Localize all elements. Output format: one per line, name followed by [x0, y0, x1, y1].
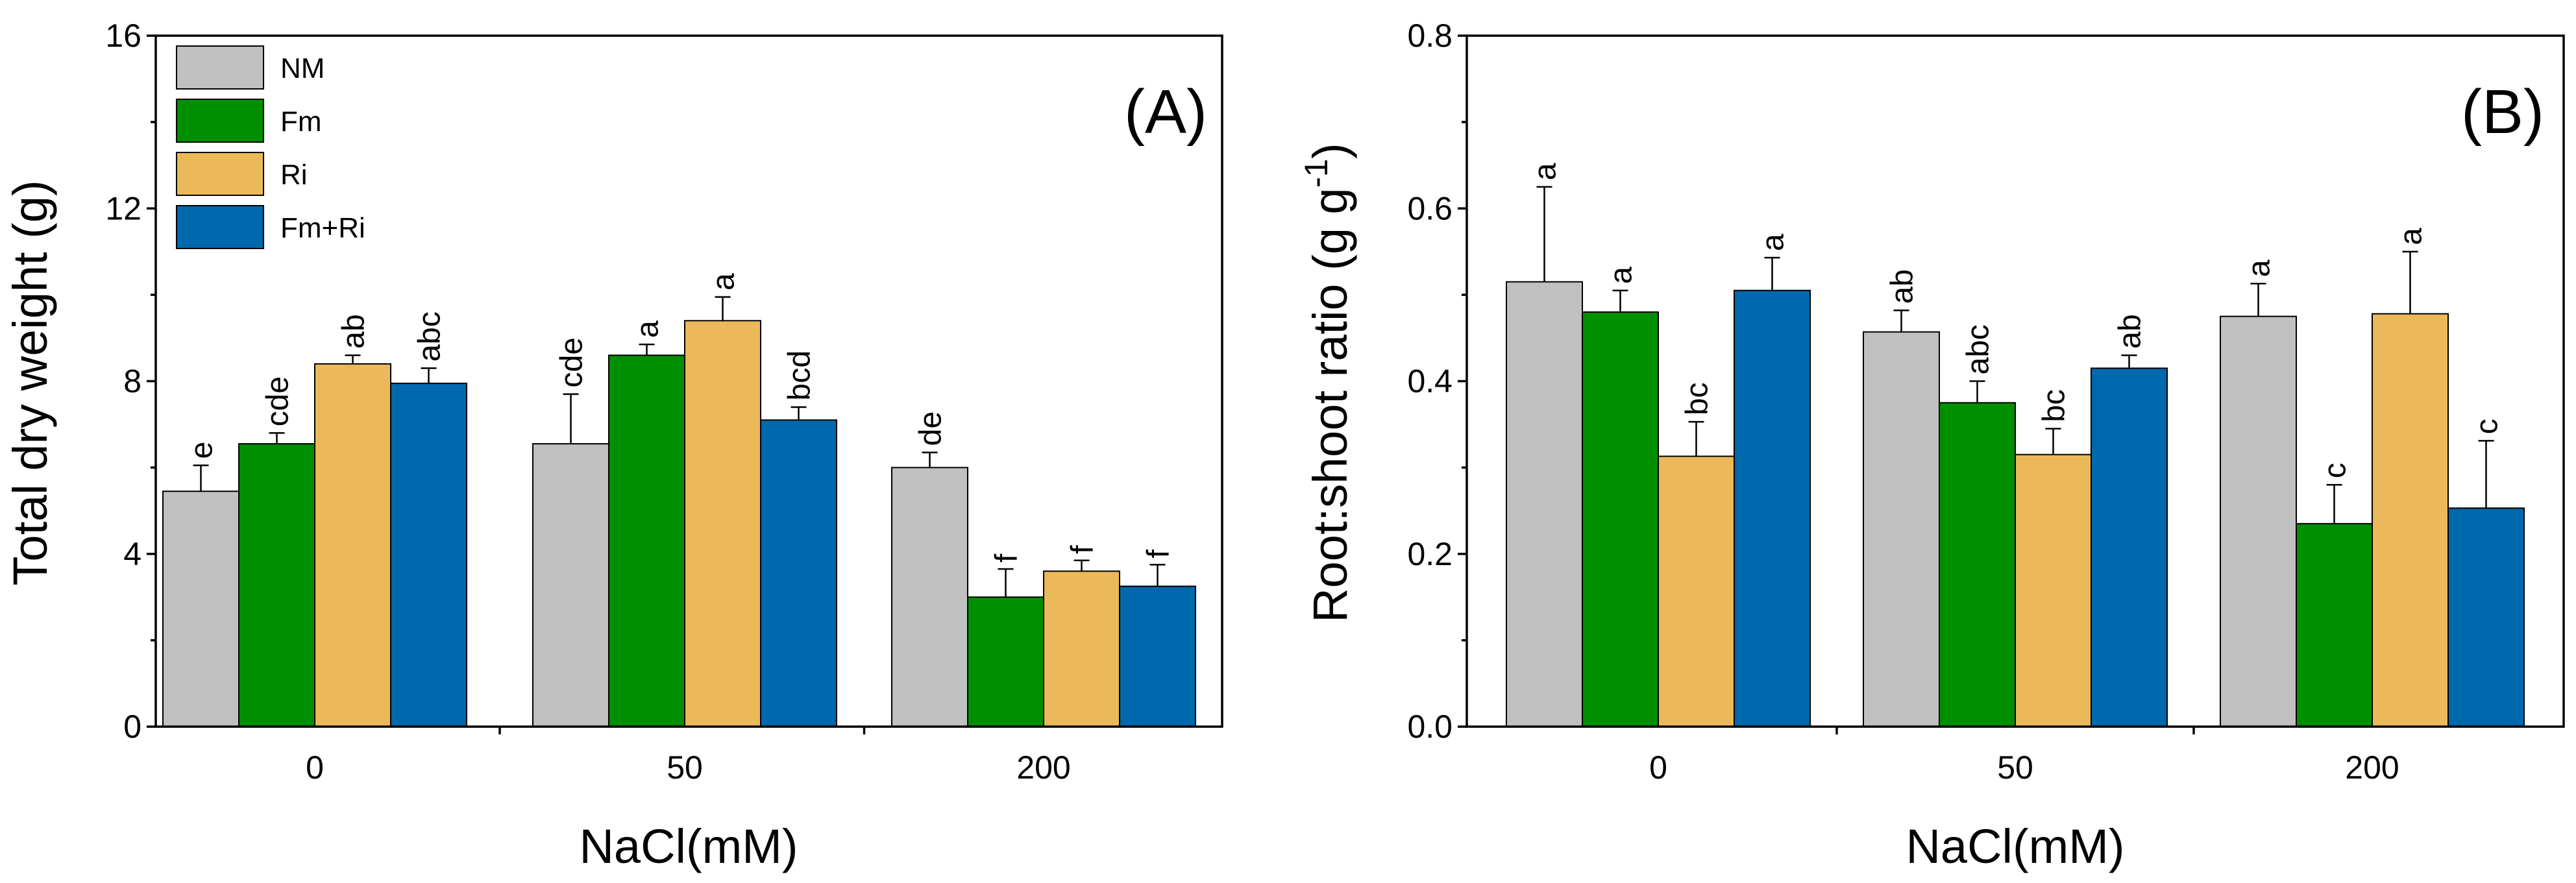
x-tick-label: 200 [1016, 749, 1070, 786]
legend-swatch-fm-ri [176, 205, 264, 249]
bar-ri-nacl-200 [1043, 570, 1120, 727]
x-tick-label: 0 [1649, 749, 1667, 786]
panel-b-y-axis-title: Root:shoot ratio (g g-1) [1298, 143, 1357, 623]
significance-label-fm-ri: f [1142, 549, 1176, 558]
legend-item-fm-ri: Fm+Ri [176, 205, 365, 249]
bar-ri-nacl-200 [2372, 313, 2449, 728]
panel-b-x-axis-title: NaCl(mM) [1906, 819, 2124, 873]
panel-a-bars [162, 320, 1196, 727]
significance-label-ri: ab [337, 314, 371, 348]
bar-ri-nacl-0 [1658, 455, 1735, 727]
panel-a-x-ticks: 0 50 200 [306, 727, 1071, 786]
panel-a-significance-labels: e cde de cde a f ab a f abc bcd f [185, 273, 1176, 562]
bar-ri-nacl-50 [684, 320, 761, 727]
y-tick-label: 0 [123, 708, 141, 745]
legend-label-nm: NM [280, 53, 325, 84]
y-tick-label: 4 [123, 536, 141, 572]
significance-label-nm: a [1528, 163, 1563, 180]
significance-label-fm: a [631, 321, 665, 338]
bar-fm-ri-nacl-0 [1734, 289, 1811, 727]
significance-label-fm: f [990, 553, 1024, 562]
bar-fm-ri-nacl-0 [390, 382, 467, 727]
significance-label-fm-ri: ab [2113, 314, 2148, 348]
significance-label-ri: bc [2037, 389, 2072, 422]
panel-a-y-ticks: 0 4 8 12 16 [105, 18, 156, 745]
significance-label-fm-ri: a [1756, 234, 1791, 251]
y-tick-label: 16 [105, 18, 141, 54]
bar-nm-nacl-0 [162, 490, 239, 727]
legend-swatch-fm [176, 99, 264, 143]
significance-label-fm-ri: c [2470, 418, 2505, 434]
panel-b-label: (B) [2461, 77, 2544, 147]
y-tick-label: 0.4 [1407, 363, 1453, 400]
panel-a-label: (A) [1124, 77, 1207, 147]
bar-nm-nacl-50 [1863, 331, 1940, 727]
bar-fm-nacl-0 [238, 443, 315, 727]
x-tick-label: 0 [306, 749, 324, 786]
significance-label-ri: bc [1680, 382, 1715, 415]
legend-item-ri: Ri [176, 152, 308, 196]
bar-fm-nacl-0 [1582, 311, 1659, 727]
panel-b-error-bars [1536, 186, 2494, 524]
significance-label-fm-ri: abc [413, 311, 447, 361]
significance-label-ri: a [2394, 228, 2429, 245]
significance-label-fm: cde [261, 376, 295, 426]
y-tick-label: 0.8 [1407, 18, 1453, 54]
bar-fm-ri-nacl-200 [2447, 507, 2525, 727]
panel-a-error-bars [193, 296, 1166, 598]
bar-ri-nacl-50 [2015, 454, 2092, 727]
significance-label-nm: cde [555, 337, 589, 387]
bar-nm-nacl-0 [1506, 281, 1583, 727]
bar-nm-nacl-200 [891, 466, 968, 727]
bar-fm-nacl-50 [1939, 402, 2016, 727]
bar-nm-nacl-50 [532, 443, 609, 727]
panel-a-y-axis-title: Total dry weight (g) [3, 180, 57, 585]
significance-label-nm: de [914, 411, 948, 446]
panel-b-y-ticks: 0.0 0.2 0.4 0.6 0.8 [1407, 18, 1467, 745]
y-tick-label: 0.0 [1407, 708, 1453, 745]
panel-b-y-axis-title-end: ) [1303, 143, 1357, 159]
y-tick-label: 12 [105, 190, 141, 226]
x-tick-label: 200 [2345, 749, 2399, 786]
bar-fm-nacl-200 [2296, 523, 2373, 727]
x-tick-label: 50 [667, 749, 703, 786]
significance-label-ri: a [707, 273, 741, 291]
legend-swatch-ri [176, 152, 264, 196]
bar-ri-nacl-0 [314, 363, 391, 727]
legend-label-fm-ri: Fm+Ri [280, 212, 365, 244]
panel-b-y-axis-title-main: Root:shoot ratio (g g [1303, 187, 1357, 622]
bar-fm-ri-nacl-50 [760, 419, 837, 727]
legend-label-fm: Fm [280, 106, 322, 138]
panel-b-bars [1506, 281, 2525, 728]
bar-fm-nacl-200 [967, 596, 1044, 727]
significance-label-ri: f [1066, 545, 1100, 554]
bar-fm-nacl-50 [608, 354, 685, 727]
panel-a-x-axis-title: NaCl(mM) [579, 819, 798, 873]
bar-nm-nacl-200 [2220, 315, 2297, 727]
legend: NM Fm Ri Fm+Ri [176, 45, 365, 249]
significance-label-fm: c [2318, 463, 2353, 478]
significance-label-nm: e [185, 442, 219, 459]
panel-b-y-axis-title-superscript: -1 [1298, 159, 1334, 187]
panel-a-total-dry-weight: e cde de cde a f ab a f abc bcd f 0 4 8 12 16 0 50 200 Na… [3, 18, 1223, 873]
significance-label-fm: a [1604, 267, 1639, 284]
legend-item-nm: NM [176, 45, 325, 90]
bar-fm-ri-nacl-50 [2091, 367, 2168, 727]
panel-b-x-ticks: 0 50 200 [1649, 727, 2399, 786]
significance-label-nm: a [2242, 260, 2277, 277]
significance-label-fm: abc [1961, 324, 1996, 374]
legend-label-ri: Ri [280, 159, 308, 191]
significance-label-fm-ri: bcd [783, 350, 817, 400]
y-tick-label: 0.6 [1407, 190, 1453, 226]
significance-label-nm: ab [1885, 269, 1920, 304]
y-tick-label: 0.2 [1407, 536, 1453, 572]
legend-swatch-nm [176, 45, 264, 90]
legend-item-fm: Fm [176, 99, 322, 143]
x-tick-label: 50 [1997, 749, 2033, 786]
y-tick-label: 8 [123, 363, 141, 400]
bar-fm-ri-nacl-200 [1119, 585, 1196, 727]
